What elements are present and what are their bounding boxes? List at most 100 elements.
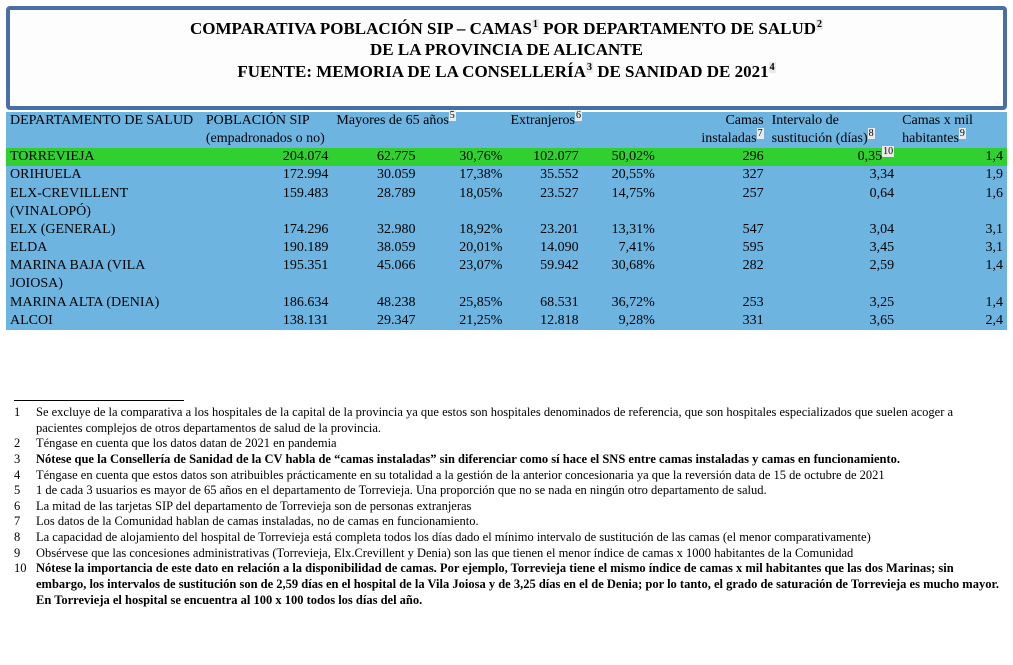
table-cell: 1,4	[898, 148, 1007, 166]
table-cell: 50,02%	[583, 148, 659, 166]
footnote-text: Nótese la importancia de este dato en re…	[36, 561, 999, 608]
header-row: DEPARTAMENTO DE SALUD POBLACIÓN SIP (emp…	[6, 112, 1007, 148]
table-cell: MARINA ALTA (DENIA)	[6, 294, 202, 312]
title-text: POR DEPARTAMENTO DE SALUD	[539, 19, 816, 38]
footnote-text: 1 de cada 3 usuarios es mayor de 65 años…	[36, 483, 999, 499]
title-line-1: COMPARATIVA POBLACIÓN SIP – CAMAS1 POR D…	[20, 18, 993, 39]
table-cell: ELX (GENERAL)	[6, 221, 202, 239]
footnote-text: La mitad de las tarjetas SIP del departa…	[36, 499, 999, 515]
col-camas-mil: Camas x mil habitantes9	[898, 112, 1007, 148]
table-cell: 327	[659, 166, 768, 184]
title-line-2: DE LA PROVINCIA DE ALICANTE	[20, 39, 993, 60]
table-cell: 3,45	[768, 239, 899, 257]
table-cell: 20,55%	[583, 166, 659, 184]
footnote-number: 9	[14, 546, 36, 562]
footnote-ref-9: 9	[959, 128, 966, 139]
table-cell: 195.351	[202, 257, 333, 293]
footnote-ref-1: 1	[532, 19, 539, 30]
table-cell: 172.994	[202, 166, 333, 184]
table-cell: 2,4	[898, 312, 1007, 330]
table-row: MARINA BAJA (VILA JOIOSA)195.35145.06623…	[6, 257, 1007, 293]
table-row: ORIHUELA172.99430.05917,38%35.55220,55%3…	[6, 166, 1007, 184]
footnotes: 1Se excluye de la comparativa a los hosp…	[6, 405, 1007, 616]
table-cell: 48.238	[332, 294, 419, 312]
table-cell: 17,38%	[419, 166, 506, 184]
table-cell: 14.090	[506, 239, 582, 257]
table-row: MARINA ALTA (DENIA)186.63448.23825,85%68…	[6, 294, 1007, 312]
footnote-number: 7	[14, 514, 36, 530]
table-cell: ELX-CREVILLENT (VINALOPÓ)	[6, 185, 202, 221]
table-cell: 1,4	[898, 257, 1007, 293]
table-cell: 59.942	[506, 257, 582, 293]
table-row: ELX-CREVILLENT (VINALOPÓ)159.48328.78918…	[6, 185, 1007, 221]
table-cell: 30,68%	[583, 257, 659, 293]
table-cell: 9,28%	[583, 312, 659, 330]
col-poblacion: POBLACIÓN SIP (empadronados o no)	[202, 112, 333, 148]
footnote: 7Los datos de la Comunidad hablan de cam…	[14, 514, 999, 530]
footnote-number: 10	[14, 561, 36, 608]
footnote-number: 6	[14, 499, 36, 515]
footnote: 10Nótese la importancia de este dato en …	[14, 561, 999, 608]
table-cell: 18,05%	[419, 185, 506, 221]
table-cell: TORREVIEJA	[6, 148, 202, 166]
footnotes-rule	[14, 400, 184, 401]
table-row: ALCOI138.13129.34721,25%12.8189,28%3313,…	[6, 312, 1007, 330]
title-line-3: FUENTE: MEMORIA DE LA CONSELLERÍA3 DE SA…	[20, 61, 993, 82]
table-cell: 3,34	[768, 166, 899, 184]
footnote-ref-6: 6	[575, 110, 582, 121]
table-cell: 257	[659, 185, 768, 221]
table-cell: 3,04	[768, 221, 899, 239]
table-cell: 23,07%	[419, 257, 506, 293]
footnote-text: Los datos de la Comunidad hablan de cama…	[36, 514, 999, 530]
col-intervalo: Intervalo de sustitución (días)8	[768, 112, 899, 148]
table-cell: 23.527	[506, 185, 582, 221]
table-cell: ORIHUELA	[6, 166, 202, 184]
footnote-text: Nótese que la Consellería de Sanidad de …	[36, 452, 999, 468]
table-cell: 30.059	[332, 166, 419, 184]
footnote-number: 4	[14, 468, 36, 484]
table-cell: 3,1	[898, 239, 1007, 257]
footnote-number: 1	[14, 405, 36, 436]
footnote-text: Se excluye de la comparativa a los hospi…	[36, 405, 999, 436]
table-cell: 547	[659, 221, 768, 239]
table-cell: 7,41%	[583, 239, 659, 257]
table-cell: 296	[659, 148, 768, 166]
table-cell: 13,31%	[583, 221, 659, 239]
table-cell: 29.347	[332, 312, 419, 330]
table-cell: 0,3510	[768, 148, 899, 166]
footnote-number: 8	[14, 530, 36, 546]
title-box: COMPARATIVA POBLACIÓN SIP – CAMAS1 POR D…	[6, 6, 1007, 110]
table-cell: 174.296	[202, 221, 333, 239]
footnote: 2Téngase en cuenta que los datos datan d…	[14, 436, 999, 452]
table-cell: 1,6	[898, 185, 1007, 221]
table-cell: 45.066	[332, 257, 419, 293]
table-cell: 28.789	[332, 185, 419, 221]
footnote-number: 2	[14, 436, 36, 452]
table-cell: 102.077	[506, 148, 582, 166]
table-row: ELX (GENERAL)174.29632.98018,92%23.20113…	[6, 221, 1007, 239]
footnote-number: 5	[14, 483, 36, 499]
table-cell: 36,72%	[583, 294, 659, 312]
footnote-text: Téngase en cuenta que los datos datan de…	[36, 436, 999, 452]
table-cell: 35.552	[506, 166, 582, 184]
table-cell: 25,85%	[419, 294, 506, 312]
footnote-ref-10: 10	[882, 146, 894, 157]
footnote: 6La mitad de las tarjetas SIP del depart…	[14, 499, 999, 515]
footnote: 51 de cada 3 usuarios es mayor de 65 año…	[14, 483, 999, 499]
footnote-text: La capacidad de alojamiento del hospital…	[36, 530, 999, 546]
table-cell: 32.980	[332, 221, 419, 239]
table-cell: 190.189	[202, 239, 333, 257]
footnote-ref-7: 7	[757, 128, 764, 139]
table-cell: 68.531	[506, 294, 582, 312]
col-extranjeros: Extranjeros6	[506, 112, 658, 148]
footnote-ref-5: 5	[449, 110, 456, 121]
title-text: FUENTE: MEMORIA DE LA CONSELLERÍA	[237, 62, 586, 81]
footnote-number: 3	[14, 452, 36, 468]
table-cell: 186.634	[202, 294, 333, 312]
footnote: 1Se excluye de la comparativa a los hosp…	[14, 405, 999, 436]
table-cell: 20,01%	[419, 239, 506, 257]
table-cell: ELDA	[6, 239, 202, 257]
table-cell: 62.775	[332, 148, 419, 166]
col-departamento: DEPARTAMENTO DE SALUD	[6, 112, 202, 148]
title-text: DE SANIDAD DE 2021	[593, 62, 769, 81]
